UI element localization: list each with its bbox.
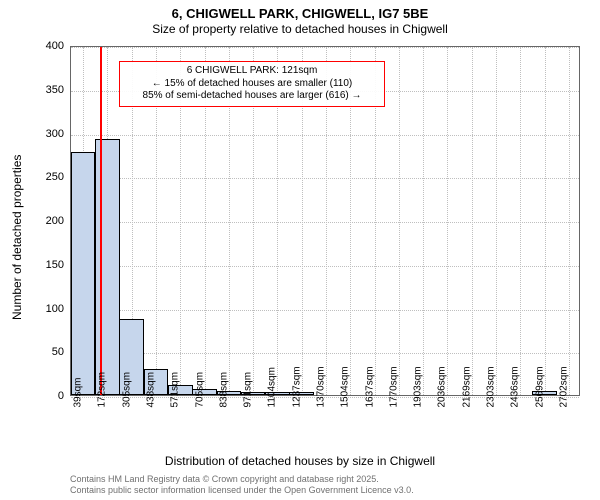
gridline-v: [545, 47, 546, 395]
plot-area: 6 CHIGWELL PARK: 121sqm ← 15% of detached…: [70, 46, 580, 396]
gridline-h: [71, 47, 579, 48]
gridline-v: [496, 47, 497, 395]
y-tick-label: 350: [4, 84, 64, 96]
gridline-v: [447, 47, 448, 395]
footer-attribution: Contains HM Land Registry data © Crown c…: [70, 474, 414, 497]
chart-area: 6 CHIGWELL PARK: 121sqm ← 15% of detached…: [70, 46, 580, 396]
gridline-v: [399, 47, 400, 395]
y-tick-label: 50: [4, 346, 64, 358]
y-tick-label: 250: [4, 171, 64, 183]
y-tick-label: 400: [4, 40, 64, 52]
gridline-h: [71, 310, 579, 311]
bar: [95, 139, 119, 395]
gridline-v: [569, 47, 570, 395]
annotation-line-3: 85% of semi-detached houses are larger (…: [143, 90, 362, 101]
gridline-h: [71, 222, 579, 223]
chart-title: 6, CHIGWELL PARK, CHIGWELL, IG7 5BE: [0, 0, 600, 22]
reference-marker: [100, 47, 102, 395]
gridline-v: [520, 47, 521, 395]
gridline-h: [71, 266, 579, 267]
chart-subtitle: Size of property relative to detached ho…: [0, 22, 600, 36]
footer-line-1: Contains HM Land Registry data © Crown c…: [70, 474, 379, 484]
gridline-v: [472, 47, 473, 395]
y-tick-label: 300: [4, 128, 64, 140]
y-tick-label: 0: [4, 390, 64, 402]
footer-line-2: Contains public sector information licen…: [70, 485, 414, 495]
gridline-v: [423, 47, 424, 395]
x-axis-label: Distribution of detached houses by size …: [0, 454, 600, 468]
y-tick-label: 200: [4, 215, 64, 227]
bar: [71, 152, 95, 395]
gridline-h: [71, 178, 579, 179]
annotation-line-2: ← 15% of detached houses are smaller (11…: [152, 78, 352, 89]
y-tick-label: 150: [4, 259, 64, 271]
annotation-box: 6 CHIGWELL PARK: 121sqm ← 15% of detached…: [119, 61, 384, 107]
annotation-line-1: 6 CHIGWELL PARK: 121sqm: [187, 65, 318, 76]
gridline-h: [71, 135, 579, 136]
gridline-h: [71, 353, 579, 354]
y-tick-label: 100: [4, 303, 64, 315]
